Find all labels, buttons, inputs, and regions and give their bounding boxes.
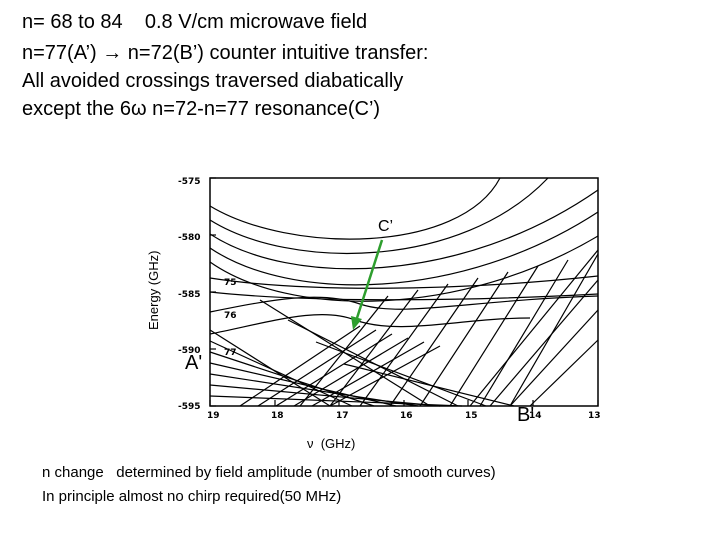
x-tick-label: 13 <box>588 411 601 421</box>
crossing-line <box>209 384 441 407</box>
curve-label-75: 75 <box>224 278 237 288</box>
flat-curve <box>209 291 599 301</box>
bowl-curve <box>209 211 599 286</box>
x-axis-label: ν (GHz) <box>307 436 356 451</box>
crossing-line <box>257 329 377 407</box>
bump-curve <box>209 314 531 335</box>
x-tick-label: 16 <box>400 411 413 421</box>
bump-curve <box>209 295 599 313</box>
ascending-line <box>509 253 599 407</box>
x-tick-label: 19 <box>207 411 220 421</box>
title-line-1: n= 68 to 84 0.8 V/cm microwave field <box>22 11 368 33</box>
plot-frame <box>209 177 599 407</box>
y-tick-label: -590 <box>178 346 201 356</box>
y-axis-label: Energy (GHz) <box>146 250 161 330</box>
bowl-curve <box>209 235 599 302</box>
steep-line <box>489 279 599 407</box>
x-tick-label: 17 <box>336 411 349 421</box>
crossing-line <box>311 341 425 407</box>
crossing-line <box>329 345 441 407</box>
tick-labels: -575 -580 -585 -590 -595 19 18 17 16 15 … <box>178 177 601 421</box>
steep-line <box>469 249 599 407</box>
flat-curve <box>209 275 599 289</box>
ascending-line <box>419 271 509 407</box>
ascending-line <box>359 283 449 407</box>
crossing-line <box>209 340 353 407</box>
crossing-line <box>275 333 393 407</box>
steep-line <box>509 309 599 407</box>
ascending-line <box>479 259 569 407</box>
steep-line <box>529 339 599 407</box>
y-tick-label: -585 <box>178 290 201 300</box>
y-tick-label: -595 <box>178 402 201 412</box>
curve-label-77: 77 <box>224 348 237 358</box>
ascending-line <box>389 277 479 407</box>
annotation-b: B' <box>517 404 535 426</box>
bowl-curve <box>209 177 501 240</box>
energy-curves <box>209 177 599 407</box>
crossing-line <box>239 325 361 407</box>
note-line-1: n change determined by field amplitude (… <box>42 464 496 481</box>
title-line-3: All avoided crossings traversed diabatic… <box>22 70 404 92</box>
resonance-arrowhead <box>351 316 362 330</box>
annotation-a: A' <box>185 352 203 374</box>
bowl-curve <box>209 189 599 270</box>
y-tick-label: -575 <box>178 177 201 187</box>
x-tick-label: 15 <box>465 411 478 421</box>
descending-line <box>315 341 487 407</box>
ascending-line <box>449 265 539 407</box>
x-tick-label: 14 <box>529 411 542 421</box>
crossing-line <box>293 337 409 407</box>
curve-label-76: 76 <box>224 311 237 321</box>
note-line-2: In principle almost no chirp required(50… <box>42 488 342 505</box>
resonance-arrow <box>355 239 384 319</box>
title-line-4: except the 6ω n=72-n=77 resonance(C’) <box>22 98 381 120</box>
y-tick-label: -580 <box>178 233 201 243</box>
x-tick-label: 18 <box>271 411 284 421</box>
title-line-2: n=77(A’) → n=72(B’) counter intuitive tr… <box>22 42 429 64</box>
axis-ticks <box>209 177 599 407</box>
bowl-curve <box>209 177 549 254</box>
annotation-c: C’ <box>378 218 394 235</box>
